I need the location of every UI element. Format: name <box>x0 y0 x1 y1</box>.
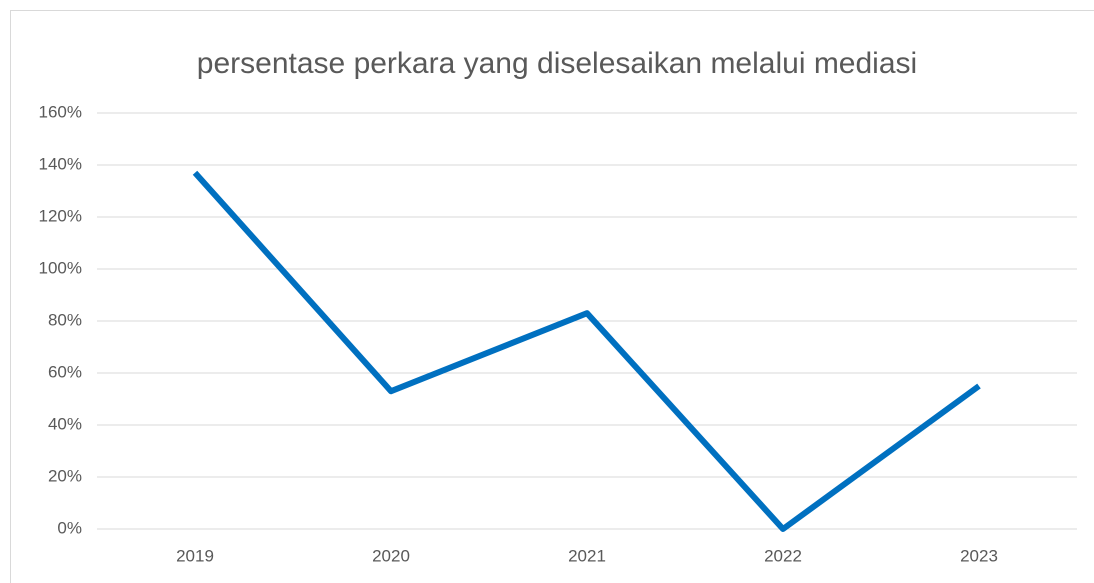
y-tick-label: 100% <box>39 258 82 277</box>
x-tick-label: 2022 <box>764 546 802 565</box>
y-tick-label: 160% <box>39 102 82 121</box>
y-tick-label: 40% <box>48 414 82 433</box>
x-tick-label: 2023 <box>960 546 998 565</box>
chart-frame <box>10 10 1094 583</box>
y-tick-label: 0% <box>57 518 82 537</box>
x-tick-label: 2020 <box>372 546 410 565</box>
y-tick-label: 80% <box>48 310 82 329</box>
y-tick-label: 140% <box>39 154 82 173</box>
y-tick-label: 60% <box>48 362 82 381</box>
y-tick-label: 120% <box>39 206 82 225</box>
y-tick-label: 20% <box>48 466 82 485</box>
x-tick-label: 2019 <box>176 546 214 565</box>
data-line <box>192 170 981 532</box>
chart-title: persentase perkara yang diselesaikan mel… <box>197 47 917 80</box>
x-tick-label: 2021 <box>568 546 606 565</box>
